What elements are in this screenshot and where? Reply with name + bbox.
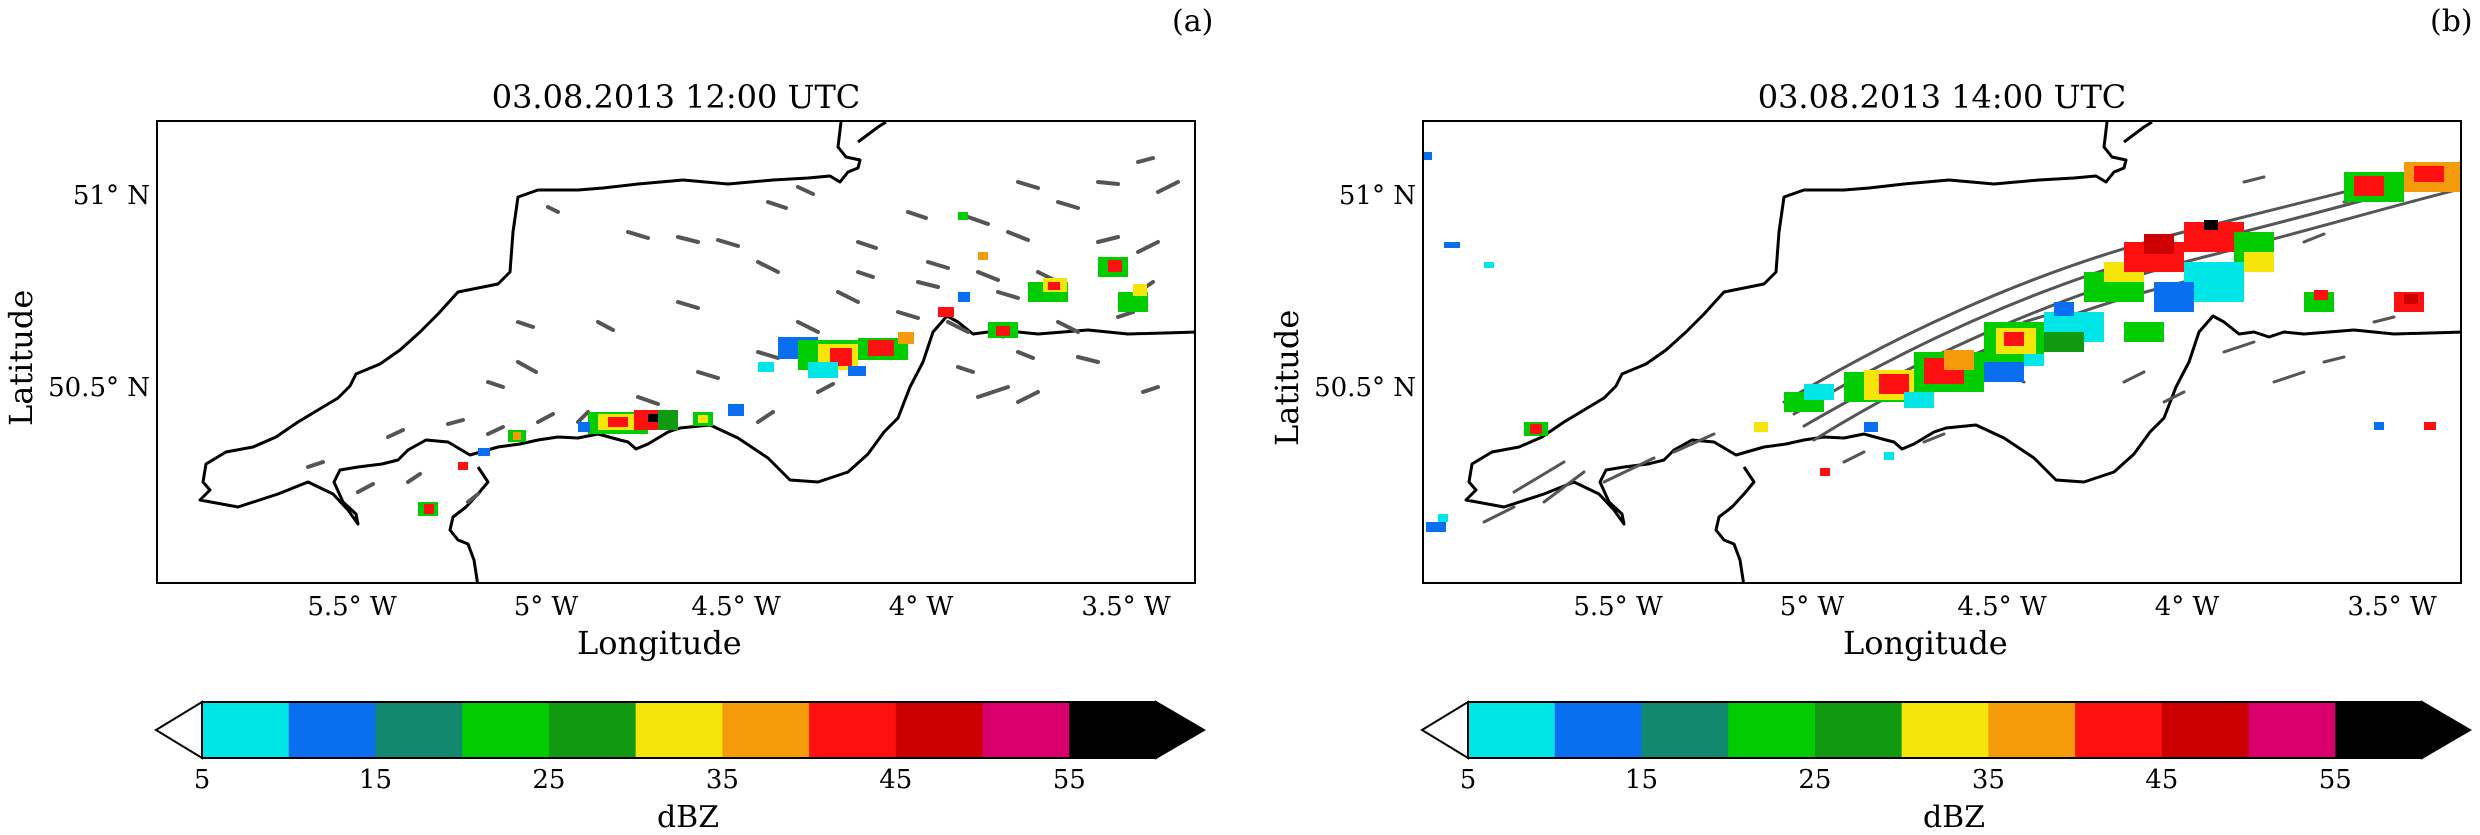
- lon-tick-4-5: 4.5° W: [691, 592, 781, 622]
- colorbar-tick-label: 45: [879, 765, 913, 795]
- colorbar-tick-label: 55: [1052, 765, 1086, 795]
- colorbar-segment: [809, 702, 897, 758]
- colorbar-segment: [1988, 702, 2076, 758]
- lon-tick-3-5: 3.5° W: [2347, 592, 2437, 622]
- colorbar-frame: [1467, 701, 2423, 759]
- colorbar-segment: [375, 702, 463, 758]
- colorbar-segment: [1728, 702, 1816, 758]
- lon-tick-5: 5° W: [1779, 592, 1845, 622]
- y-axis-label: Latitude: [1268, 309, 1306, 446]
- colorbar-segment: [2161, 702, 2250, 758]
- colorbar-tick-label: 5: [193, 765, 211, 795]
- y-axis-label: Latitude: [2, 289, 40, 426]
- cloud-contours: [1482, 161, 2460, 524]
- panel-label: (a): [1172, 4, 1214, 39]
- colorbar-tick-label: 45: [2145, 765, 2179, 795]
- colorbar-segments: [202, 702, 1157, 758]
- colorbar-segment: [982, 702, 1070, 758]
- colorbar-segment: [2075, 702, 2163, 758]
- coastline: [198, 122, 1194, 582]
- colorbar: [1420, 700, 2472, 760]
- panel-label: (b): [2430, 4, 2473, 39]
- colorbar-tick-label: 15: [358, 765, 392, 795]
- lon-tick-5: 5° W: [513, 592, 579, 622]
- lat-tick-51: 51° N: [1338, 181, 1416, 211]
- colorbar-segment: [1069, 702, 1157, 758]
- colorbar-over-triangle: [1155, 700, 1206, 760]
- lon-tick-4-5: 4.5° W: [1957, 592, 2047, 622]
- lon-tick-4: 4° W: [2154, 592, 2220, 622]
- x-axis-label: Longitude: [577, 624, 742, 662]
- x-axis-label: Longitude: [1843, 624, 2008, 662]
- colorbar-segment: [1901, 702, 1989, 758]
- lon-tick-3-5: 3.5° W: [1081, 592, 1171, 622]
- colorbar-segment: [462, 702, 550, 758]
- colorbar-segment: [1554, 702, 1642, 758]
- panel-title: 03.08.2013 14:00 UTC: [1757, 78, 2127, 116]
- panel-title: 03.08.2013 12:00 UTC: [491, 78, 861, 116]
- map-canvas: [1424, 122, 2460, 582]
- colorbar-segment: [548, 702, 637, 758]
- colorbar-segment: [635, 702, 723, 758]
- lon-tick-4: 4° W: [888, 592, 954, 622]
- colorbar-tick-label: 35: [705, 765, 739, 795]
- colorbar-under-triangle: [1420, 700, 1469, 760]
- lat-tick-50-5: 50.5° N: [48, 373, 150, 403]
- colorbar-segment: [1468, 702, 1556, 758]
- lon-tick-5-5: 5.5° W: [1573, 592, 1663, 622]
- colorbar-segment: [202, 702, 290, 758]
- colorbar-tick-label: 35: [1971, 765, 2005, 795]
- radar-map: [156, 120, 1196, 584]
- colorbar-frame: [201, 701, 1157, 759]
- lat-tick-50-5: 50.5° N: [1314, 373, 1416, 403]
- lon-tick-5-5: 5.5° W: [307, 592, 397, 622]
- colorbar-label: dBZ: [1922, 800, 1986, 835]
- colorbar-over-triangle: [2421, 700, 2472, 760]
- colorbar-segment: [2248, 702, 2336, 758]
- colorbar-segment: [1814, 702, 1903, 758]
- lat-tick-51: 51° N: [72, 181, 150, 211]
- colorbar-tick-label: 25: [532, 765, 566, 795]
- colorbar-tick-label: 25: [1798, 765, 1832, 795]
- colorbar-segment: [722, 702, 810, 758]
- colorbar-segment: [288, 702, 376, 758]
- colorbar-tick-label: 15: [1624, 765, 1658, 795]
- colorbar-segments: [1468, 702, 2423, 758]
- coastline: [1464, 122, 2460, 582]
- colorbar-segment: [1641, 702, 1729, 758]
- map-canvas: [198, 122, 1194, 582]
- colorbar-segment: [895, 702, 984, 758]
- radar-echoes: [418, 212, 1148, 516]
- radar-map: [1422, 120, 2462, 584]
- colorbar-tick-label: 5: [1459, 765, 1477, 795]
- colorbar-tick-label: 55: [2318, 765, 2352, 795]
- colorbar-segment: [2335, 702, 2423, 758]
- colorbar-label: dBZ: [656, 800, 720, 835]
- cloud-contours: [306, 156, 1180, 504]
- colorbar: [154, 700, 1206, 760]
- colorbar-under-triangle: [154, 700, 203, 760]
- panel-a: (a) 03.08.2013 12:00 UTC 51° N 50.5° N L…: [0, 0, 1240, 835]
- radar-echoes: [1424, 152, 2460, 532]
- panel-b: (b) 03.08.2013 14:00 UTC 51° N 50.5° N L…: [1240, 0, 2480, 835]
